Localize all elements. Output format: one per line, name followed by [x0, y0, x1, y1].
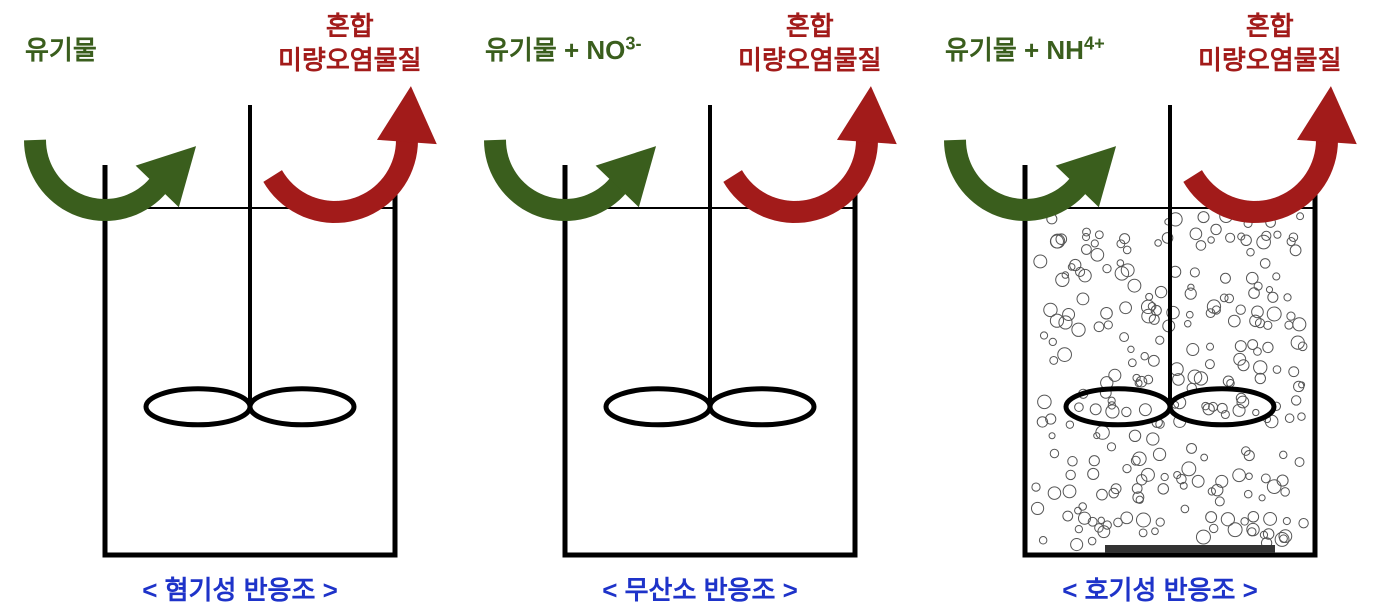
- organic-label: 유기물: [25, 30, 97, 67]
- pollutant-label: 혼합미량오염물질: [278, 10, 422, 78]
- organic-label: 유기물 + NH4+: [945, 30, 1105, 67]
- reactor-caption: < 혐기성 반응조 >: [20, 570, 460, 607]
- reactor-caption: < 무산소 반응조 >: [480, 570, 920, 607]
- pollutant-label: 혼합미량오염물질: [738, 10, 882, 78]
- reactor-svg: [20, 0, 460, 606]
- organic-formula: 3-: [625, 33, 641, 53]
- pollutant-line1: 혼합: [738, 10, 882, 44]
- pollutant-line1: 혼합: [278, 10, 422, 44]
- pollutant-label: 혼합미량오염물질: [1198, 10, 1342, 78]
- reactor-aerobic: 유기물 + NH4+ 혼합미량오염물질 < 호기성 반응조 >: [940, 0, 1380, 606]
- organic-text: 유기물 + NO: [485, 35, 625, 65]
- reactor-svg: [480, 0, 920, 606]
- organic-text: 유기물: [25, 35, 97, 65]
- organic-text: 유기물 + NH: [945, 35, 1084, 65]
- reactor-caption: < 호기성 반응조 >: [940, 570, 1380, 607]
- organic-label: 유기물 + NO3-: [485, 30, 642, 67]
- reactor-anaerobic: 유기물 혼합미량오염물질 < 혐기성 반응조 >: [20, 0, 460, 606]
- organic-formula: 4+: [1084, 33, 1105, 53]
- reactor-svg: [940, 0, 1380, 606]
- reactor-anoxic: 유기물 + NO3- 혼합미량오염물질 < 무산소 반응조 >: [480, 0, 920, 606]
- pollutant-line2: 미량오염물질: [738, 44, 882, 78]
- pollutant-line2: 미량오염물질: [1198, 44, 1342, 78]
- pollutant-line2: 미량오염물질: [278, 44, 422, 78]
- pollutant-line1: 혼합: [1198, 10, 1342, 44]
